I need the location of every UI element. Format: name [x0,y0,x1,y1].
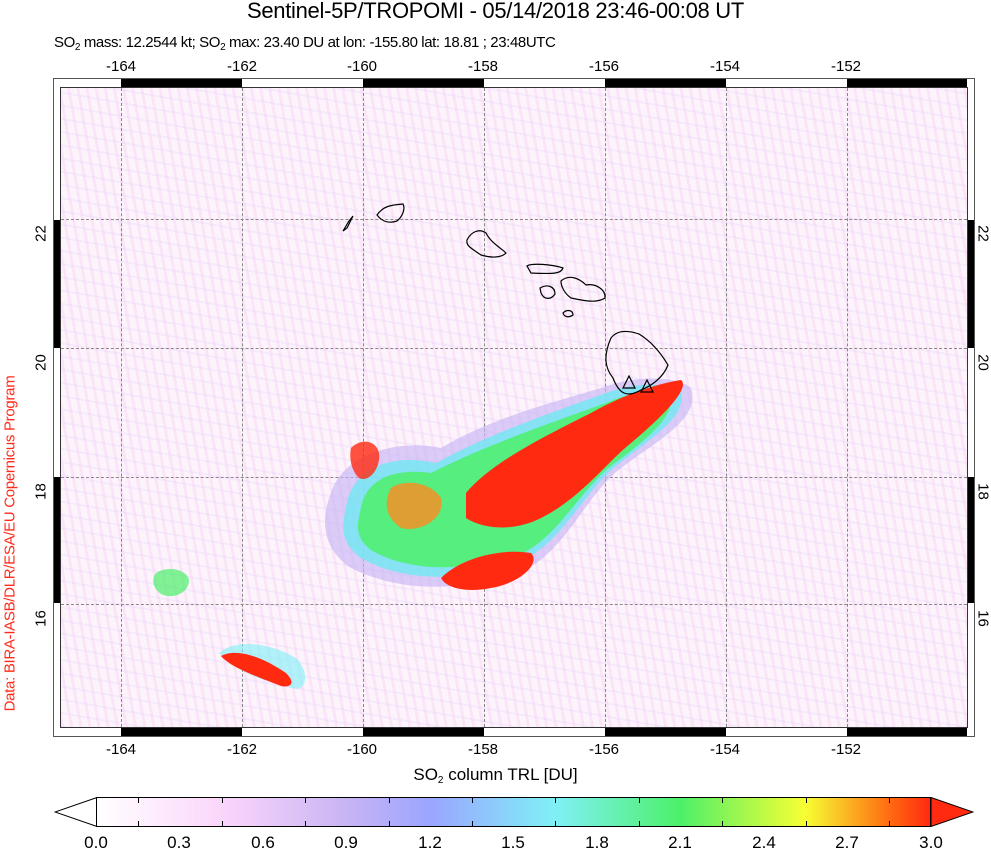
colorbar-label: 2.1 [668,833,692,852]
lon-label-top: -158 [467,58,499,75]
lon-label-top: -152 [830,58,862,75]
data-credit: Data: BIRA-IASB/DLR/ESA/EU Copernicus Pr… [1,375,19,712]
colorbar-label: 0.9 [334,833,358,852]
lat-label-left: 20 [32,354,50,371]
colorbar-title: SO2 column TRL [DU] [413,765,578,786]
lon-label-bottom: -154 [709,741,741,758]
lat-label-right: 22 [974,225,991,242]
lon-label-bottom: -160 [346,741,378,758]
colorbar-label: 1.2 [418,833,442,852]
colorbar-label: 2.7 [835,833,859,852]
lon-label-bottom: -162 [226,741,258,758]
lon-label-top: -160 [346,58,378,75]
lat-label-right: 18 [974,483,991,500]
lon-label-bottom: -156 [588,741,620,758]
colorbar-min-arrow [54,797,98,827]
lon-label-top: -162 [226,58,258,75]
lat-label-left: 16 [32,610,50,627]
lon-label-bottom: -158 [467,741,499,758]
colorbar-label: 1.8 [585,833,609,852]
lon-label-top: -154 [709,58,741,75]
lat-label-left: 22 [32,225,50,242]
lon-label-bottom: -152 [830,741,862,758]
lon-label-top: -164 [105,58,137,75]
colorbar-label: 0.3 [167,833,191,852]
colorbar [96,797,931,827]
lon-label-bottom: -164 [105,741,137,758]
so2-summary: SO2 mass: 12.2544 kt; SO2 max: 23.40 DU … [54,34,556,53]
so2-plume-layer [153,203,693,689]
lon-label-top: -156 [588,58,620,75]
colorbar-label: 0.6 [251,833,275,852]
colorbar-label: 1.5 [501,833,525,852]
colorbar-label: 3.0 [919,833,943,852]
colorbar-label: 0.0 [84,833,108,852]
page-title: Sentinel-5P/TROPOMI - 05/14/2018 23:46-0… [246,0,745,23]
lat-label-right: 20 [974,354,991,371]
lat-label-right: 16 [974,610,991,627]
lat-label-left: 18 [32,483,50,500]
colorbar-label: 2.4 [752,833,776,852]
colorbar-max-arrow [930,797,974,827]
so2-map[interactable] [60,87,968,728]
